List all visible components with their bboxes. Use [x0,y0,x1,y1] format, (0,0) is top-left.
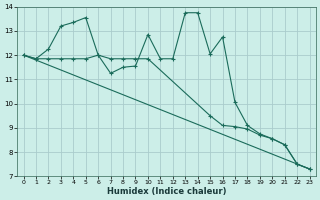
X-axis label: Humidex (Indice chaleur): Humidex (Indice chaleur) [107,187,226,196]
